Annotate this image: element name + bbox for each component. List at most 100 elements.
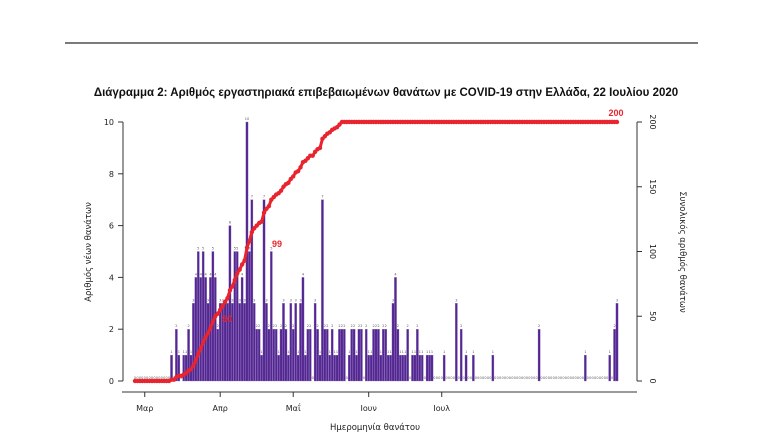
bar bbox=[238, 303, 241, 382]
bar-label: 2 bbox=[217, 324, 219, 328]
bar-label: 1 bbox=[336, 350, 338, 354]
bar-label: 2 bbox=[258, 324, 260, 328]
bar bbox=[403, 354, 407, 382]
cumulative-point bbox=[614, 119, 620, 125]
bar-label: 0 bbox=[463, 376, 465, 380]
bar-label: 2 bbox=[324, 324, 326, 328]
bar-label: 2 bbox=[307, 324, 309, 328]
cumulative-point bbox=[242, 258, 247, 263]
bar-label: 0 bbox=[156, 376, 158, 380]
x-tick-label: Μαΐ bbox=[286, 402, 301, 413]
cumulative-point bbox=[266, 203, 272, 209]
bar-label: 1 bbox=[170, 350, 172, 354]
bar-label: 0 bbox=[144, 376, 146, 380]
cumulative-point bbox=[220, 303, 225, 309]
x-tick-label: Ιουν bbox=[361, 404, 378, 413]
bar bbox=[326, 329, 329, 382]
bar-label: 0 bbox=[523, 376, 525, 380]
bar-label: 4 bbox=[302, 272, 305, 276]
bar-label: 0 bbox=[582, 376, 584, 380]
bar-label: 2 bbox=[353, 324, 355, 328]
bar bbox=[386, 354, 390, 382]
bar-label: 1 bbox=[389, 350, 391, 354]
bar bbox=[296, 354, 300, 382]
bar-label: 5 bbox=[234, 247, 236, 251]
bar bbox=[360, 329, 363, 382]
bar-label: 0 bbox=[519, 376, 521, 380]
bar-label: 2 bbox=[397, 324, 399, 328]
bar bbox=[413, 354, 417, 382]
cumulative-point bbox=[196, 351, 201, 357]
bar-label: 1 bbox=[465, 350, 467, 354]
bar bbox=[274, 329, 278, 382]
bar-label: 3 bbox=[192, 298, 194, 302]
cumulative-point bbox=[259, 219, 264, 224]
cumulative-point bbox=[249, 229, 255, 235]
bar-label: 0 bbox=[166, 376, 168, 380]
bar-label: 3 bbox=[290, 298, 292, 302]
y-tick-label: 2 bbox=[109, 325, 114, 334]
bar bbox=[248, 251, 251, 382]
cumulative-point bbox=[205, 330, 211, 336]
bar-label: 1 bbox=[472, 350, 474, 354]
bar bbox=[391, 303, 395, 382]
cumulative-point bbox=[239, 262, 245, 267]
cumulative-point bbox=[310, 153, 315, 158]
x-axis-label: Ημερομηνία θανάτου bbox=[330, 423, 420, 433]
bar-label: 0 bbox=[161, 376, 163, 380]
bar-label: 1 bbox=[584, 350, 586, 354]
bar bbox=[615, 303, 619, 382]
bar-label: 0 bbox=[587, 376, 589, 380]
bar-label: 1 bbox=[190, 350, 192, 354]
bar-label: 1 bbox=[329, 350, 331, 354]
y-ticks-left: 0 2 4 6 8 10 bbox=[104, 118, 123, 386]
bar bbox=[428, 354, 431, 382]
bar-label: 1 bbox=[609, 350, 611, 354]
bar-label: 2 bbox=[256, 324, 258, 328]
bar-label: 2 bbox=[309, 324, 311, 328]
bar-label: 0 bbox=[557, 376, 559, 380]
bar-label: 1 bbox=[304, 350, 306, 354]
bar bbox=[411, 354, 414, 382]
bar-label: 2 bbox=[382, 324, 384, 328]
bar-label: 0 bbox=[363, 376, 365, 380]
bar-label: 1 bbox=[333, 350, 335, 354]
bar-label: 1 bbox=[178, 350, 180, 354]
bar-label: 0 bbox=[536, 376, 538, 380]
bar-label: 2 bbox=[268, 324, 270, 328]
bar bbox=[379, 354, 383, 382]
bar bbox=[323, 329, 327, 382]
bar-label: 0 bbox=[346, 376, 348, 380]
bar-label: 1 bbox=[183, 350, 185, 354]
bar bbox=[270, 251, 273, 382]
cumulative-point bbox=[244, 245, 250, 250]
cumulative-point bbox=[317, 145, 323, 151]
bar-label: 2 bbox=[351, 324, 353, 328]
bar-label: 1 bbox=[185, 350, 187, 354]
bar-label: 3 bbox=[253, 298, 255, 302]
bar bbox=[304, 354, 307, 382]
bar-label: 3 bbox=[265, 298, 267, 302]
bar-label: 0 bbox=[562, 376, 564, 380]
bar-label: 2 bbox=[377, 324, 379, 328]
bar bbox=[231, 303, 234, 382]
cumulative-point bbox=[198, 346, 203, 351]
bar-label: 3 bbox=[243, 298, 245, 302]
bar bbox=[253, 303, 256, 382]
bar-label: 3 bbox=[231, 298, 233, 302]
bar-label: 2 bbox=[460, 324, 462, 328]
header-rule bbox=[65, 42, 698, 44]
bar-label: 4 bbox=[204, 272, 207, 276]
bar-label: 1 bbox=[431, 350, 433, 354]
bar-label: 10 bbox=[245, 117, 249, 121]
bar-label: 0 bbox=[312, 376, 314, 380]
bar-label: 0 bbox=[533, 376, 535, 380]
bar-label: 4 bbox=[195, 272, 198, 276]
bar-label: 2 bbox=[375, 324, 377, 328]
bar-label: 0 bbox=[139, 376, 141, 380]
bar-label: 2 bbox=[407, 324, 409, 328]
bar-label: 0 bbox=[494, 376, 496, 380]
bar-label: 0 bbox=[579, 376, 581, 380]
bar-label: 0 bbox=[574, 376, 576, 380]
bar-label: 0 bbox=[477, 376, 479, 380]
